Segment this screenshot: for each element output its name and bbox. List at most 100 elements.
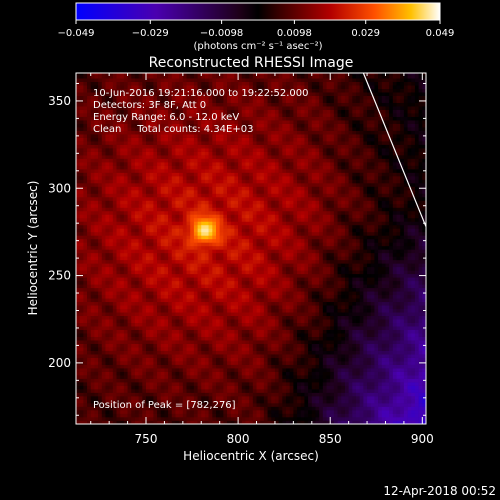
heatmap-cell (157, 190, 162, 194)
heatmap-cell (182, 270, 187, 275)
heatmap-cell (116, 78, 121, 83)
heatmap-cell (101, 151, 106, 156)
heatmap-cell (153, 214, 158, 219)
heatmap-cell (249, 190, 254, 194)
heatmap-cell (153, 162, 158, 166)
heatmap-cell (138, 326, 143, 330)
heatmap-cell (164, 155, 169, 159)
heatmap-cell (149, 294, 154, 299)
heatmap-cell (112, 284, 117, 289)
heatmap-image (76, 73, 426, 424)
heatmap-cell (101, 263, 106, 268)
heatmap-cell (160, 361, 165, 365)
heatmap-cell (138, 217, 143, 222)
heatmap-cell (105, 224, 110, 229)
heatmap-cell (138, 200, 143, 205)
heatmap-cell (179, 326, 184, 330)
heatmap-cell (227, 343, 232, 348)
heatmap-cell (123, 190, 128, 194)
heatmap-cell (123, 231, 128, 236)
heatmap-cell (160, 308, 165, 313)
heatmap-cell (230, 266, 235, 271)
heatmap-cell (123, 158, 128, 163)
heatmap-cell (105, 249, 110, 254)
heatmap-cell (120, 256, 125, 261)
heatmap-cell (249, 228, 254, 233)
heatmap-cell (123, 326, 128, 330)
heatmap-cell (204, 73, 209, 76)
heatmap-cell (238, 172, 243, 177)
heatmap-cell (212, 329, 217, 334)
heatmap-cell (230, 399, 235, 404)
heatmap-cell (230, 190, 235, 194)
heatmap-cell (175, 343, 180, 348)
heatmap-cell (83, 102, 88, 107)
heatmap-cell (101, 176, 106, 180)
heatmap-cell (201, 368, 206, 372)
heatmap-cell (146, 186, 150, 191)
heatmap-cell (190, 193, 195, 198)
heatmap-cell (131, 193, 136, 198)
heatmap-cell (179, 347, 184, 351)
heatmap-cell (123, 95, 128, 100)
heatmap-cell (216, 343, 220, 348)
heatmap-cell (168, 385, 173, 390)
heatmap-cell (112, 88, 117, 93)
heatmap-cell (223, 151, 228, 156)
heatmap-cell (94, 196, 99, 201)
heatmap-cell (238, 392, 243, 397)
heatmap-cell (186, 193, 191, 198)
heatmap-cell (123, 123, 128, 128)
heatmap-cell (197, 375, 202, 379)
heatmap-cell (101, 319, 106, 324)
heatmap-cell (252, 78, 257, 83)
heatmap-cell (238, 214, 243, 219)
heatmap-cell (245, 301, 250, 306)
heatmap-cell (138, 151, 143, 156)
heatmap-cell (197, 238, 202, 243)
heatmap-cell (90, 375, 95, 379)
heatmap-cell (245, 221, 250, 226)
heatmap-cell (98, 151, 103, 156)
heatmap-cell (90, 200, 95, 205)
heatmap-cell (252, 238, 257, 243)
heatmap-cell (83, 179, 88, 184)
heatmap-cell (238, 151, 243, 156)
heatmap-cell (131, 165, 136, 170)
heatmap-cell (116, 273, 121, 278)
heatmap-cell (186, 120, 191, 124)
heatmap-cell (146, 403, 150, 407)
heatmap-cell (182, 176, 187, 180)
heatmap-cell (123, 73, 128, 76)
heatmap-cell (249, 357, 254, 362)
heatmap-cell (186, 259, 191, 264)
heatmap-cell (204, 308, 209, 313)
heatmap-cell (208, 134, 213, 138)
heatmap-cell (87, 389, 92, 393)
heatmap-cell (219, 280, 224, 285)
heatmap-cell (76, 385, 80, 390)
heatmap-cell (142, 109, 147, 114)
heatmap-cell (171, 312, 176, 317)
heatmap-cell (164, 99, 169, 103)
heatmap-cell (179, 207, 184, 212)
heatmap-cell (234, 210, 239, 215)
heatmap-cell (241, 308, 246, 313)
heatmap-cell (186, 116, 191, 121)
heatmap-cell (249, 148, 254, 152)
heatmap-cell (179, 336, 184, 341)
heatmap-cell (94, 301, 99, 306)
heatmap-cell (212, 183, 217, 187)
heatmap-cell (216, 88, 220, 93)
heatmap-cell (241, 228, 246, 233)
heatmap-cell (171, 102, 176, 107)
heatmap-cell (216, 413, 220, 418)
heatmap-cell (182, 371, 187, 376)
heatmap-cell (79, 120, 84, 124)
heatmap-cell (157, 134, 162, 138)
heatmap-cell (98, 73, 103, 76)
heatmap-cell (149, 203, 154, 208)
heatmap-cell (142, 375, 147, 379)
heatmap-cell (83, 193, 88, 198)
heatmap-cell (208, 85, 213, 90)
